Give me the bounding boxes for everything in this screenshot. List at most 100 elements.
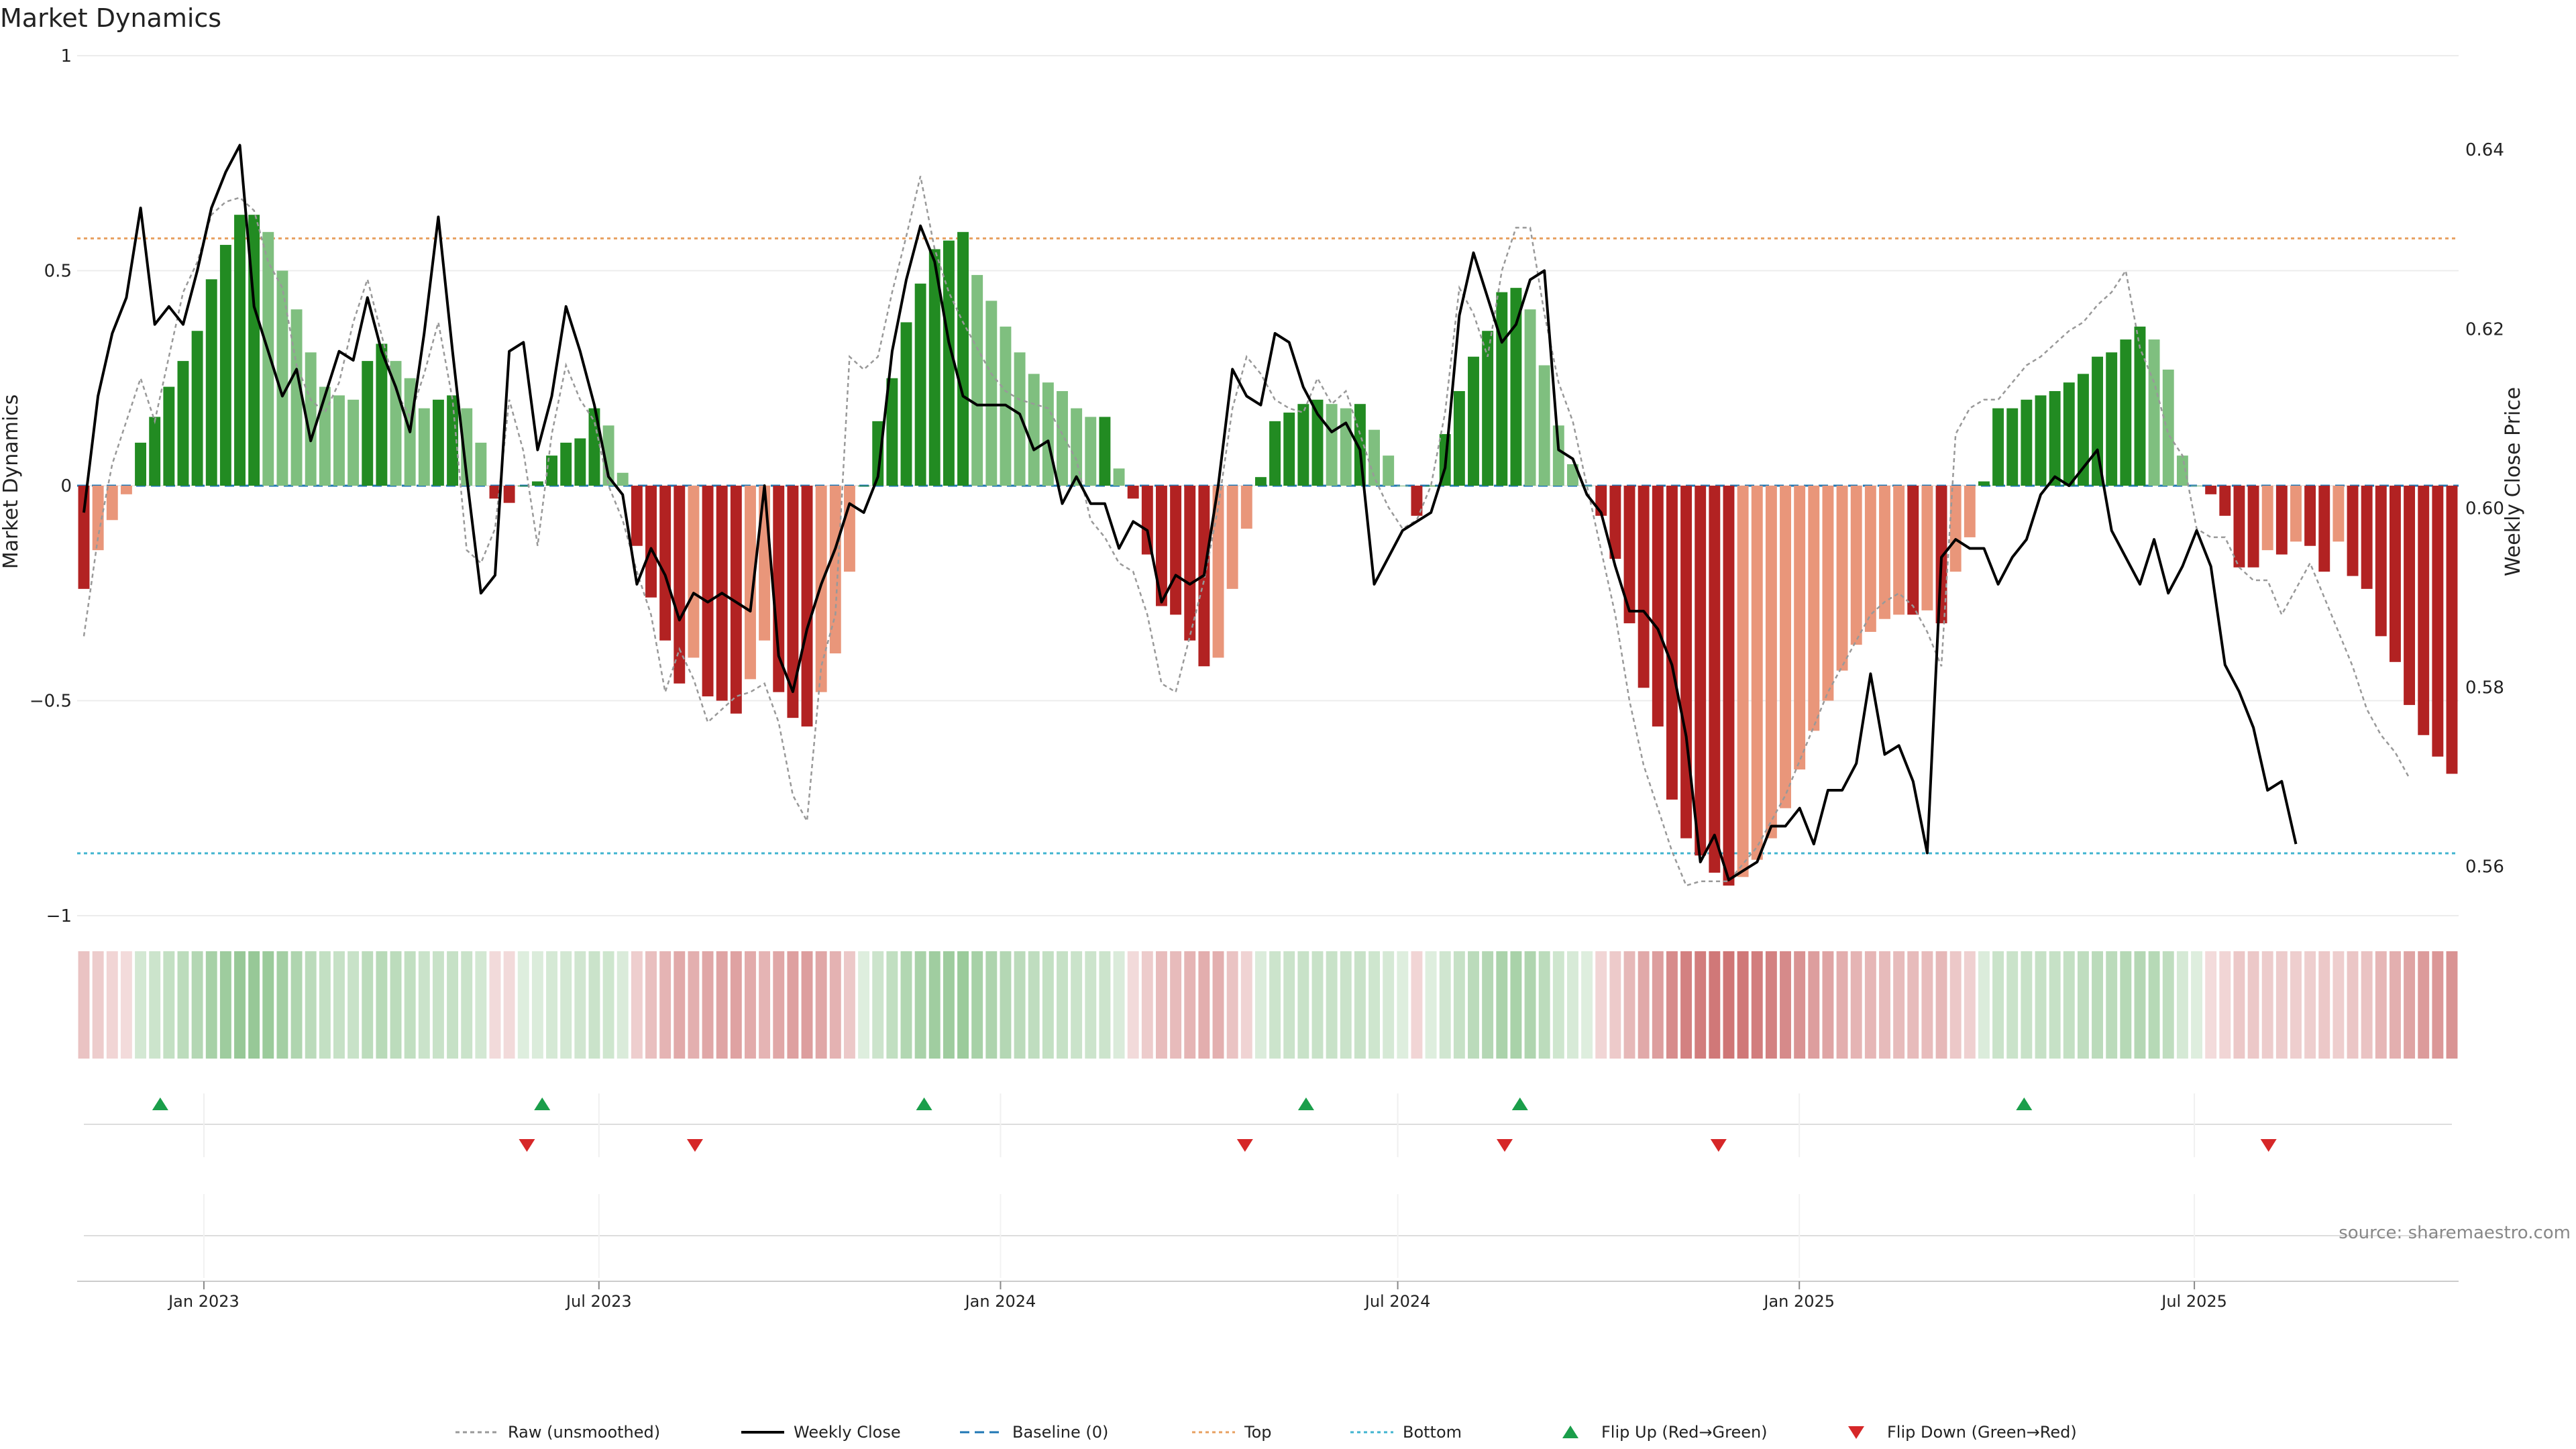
heat-cell-68 — [1042, 951, 1054, 1059]
heat-cell-23 — [404, 951, 416, 1059]
dynamics-bar-146 — [2148, 339, 2160, 486]
heat-cell-39 — [631, 951, 643, 1059]
left-y-axis: 1 0.5 0 −0.5 −1 — [30, 46, 72, 926]
heat-cell-44 — [702, 951, 714, 1059]
legend-label-5: Flip Up (Red→Green) — [1601, 1423, 1768, 1442]
heat-cell-139 — [2049, 951, 2061, 1059]
heat-cell-45 — [716, 951, 728, 1059]
heat-cell-31 — [517, 951, 529, 1059]
heat-cell-106 — [1581, 951, 1593, 1059]
heat-cell-117 — [1737, 951, 1749, 1059]
dynamics-bar-16 — [305, 352, 317, 486]
heat-cell-67 — [1028, 951, 1040, 1059]
flip-markers-panel — [84, 1093, 2452, 1157]
heat-cell-64 — [985, 951, 998, 1059]
legend-label-3: Top — [1244, 1423, 1272, 1442]
y2-tick-label-2: 0.60 — [2465, 498, 2504, 519]
dynamics-bar-139 — [2049, 390, 2061, 486]
dynamics-bar-115 — [1709, 486, 1721, 873]
heat-cell-17 — [319, 951, 331, 1059]
dynamics-bar-62 — [957, 231, 969, 486]
heat-cell-116 — [1723, 951, 1735, 1059]
dynamics-bar-159 — [2332, 486, 2345, 542]
heat-cell-92 — [1383, 951, 1395, 1059]
dynamics-bar-114 — [1695, 486, 1707, 856]
dynamics-bar-165 — [2418, 486, 2430, 735]
dynamics-bar-102 — [1524, 309, 1536, 486]
dynamics-bar-52 — [815, 486, 827, 692]
heat-cell-128 — [1893, 951, 1905, 1059]
main-gridlines — [77, 55, 2459, 916]
flip-up-marker-2 — [916, 1097, 932, 1110]
dynamics-bar-158 — [2318, 486, 2330, 572]
heat-cell-93 — [1397, 951, 1409, 1059]
heat-cell-125 — [1850, 951, 1862, 1059]
heat-cell-32 — [531, 951, 543, 1059]
heat-cell-36 — [588, 951, 600, 1059]
dynamics-bar-133 — [1964, 486, 1976, 537]
heat-cell-43 — [688, 951, 700, 1059]
heat-cell-10 — [219, 951, 231, 1059]
dynamics-bar-3 — [120, 486, 132, 494]
heat-cell-30 — [503, 951, 515, 1059]
dynamics-bar-74 — [1127, 486, 1139, 499]
dynamics-bar-127 — [1879, 486, 1890, 619]
y-tick-label-2: 0 — [60, 476, 72, 496]
heat-cell-122 — [1808, 951, 1820, 1059]
heat-cell-70 — [1071, 951, 1083, 1059]
dynamics-bar-167 — [2446, 486, 2458, 774]
y-tick-label-1: 0.5 — [44, 262, 72, 282]
dynamics-bar-151 — [2219, 486, 2231, 516]
dynamics-bar-56 — [872, 421, 884, 486]
dynamics-bar-51 — [801, 486, 813, 727]
heat-cell-148 — [2176, 951, 2188, 1059]
dynamics-bar-11 — [234, 215, 246, 486]
dynamics-bar-66 — [1014, 352, 1026, 486]
heat-cell-141 — [2077, 951, 2089, 1059]
dynamics-bar-25 — [432, 399, 444, 486]
dynamics-bar-44 — [702, 486, 714, 697]
heat-cell-37 — [602, 951, 614, 1059]
heat-cell-58 — [900, 951, 912, 1059]
heat-cell-85 — [1283, 951, 1295, 1059]
heat-cell-84 — [1269, 951, 1281, 1059]
heat-cell-8 — [191, 951, 203, 1059]
heat-cell-65 — [1000, 951, 1012, 1059]
dynamics-bar-57 — [886, 378, 898, 486]
flip-down-marker-3 — [1497, 1139, 1513, 1152]
heat-cell-72 — [1099, 951, 1111, 1059]
heat-cell-100 — [1496, 951, 1508, 1059]
flip-up-marker-0 — [152, 1097, 168, 1110]
dynamics-bar-161 — [2361, 486, 2373, 589]
heat-cell-158 — [2318, 951, 2330, 1059]
dynamics-bar-63 — [971, 274, 983, 486]
heat-cell-102 — [1524, 951, 1536, 1059]
dynamics-bar-36 — [588, 408, 600, 486]
heat-cell-38 — [616, 951, 629, 1059]
heat-cell-73 — [1113, 951, 1125, 1059]
heat-cell-59 — [914, 951, 926, 1059]
flip-up-marker-1 — [534, 1097, 551, 1110]
dynamics-bar-49 — [773, 486, 785, 692]
heat-cell-12 — [248, 951, 260, 1059]
dynamics-bar-101 — [1510, 288, 1522, 486]
heat-cell-145 — [2134, 951, 2146, 1059]
dynamics-heat-strip — [78, 951, 2458, 1059]
heat-cell-47 — [745, 951, 756, 1059]
heat-cell-105 — [1567, 951, 1578, 1059]
legend-label-2: Baseline (0) — [1012, 1423, 1108, 1442]
dynamics-bar-70 — [1071, 408, 1083, 486]
dynamics-bar-113 — [1680, 486, 1693, 839]
dynamics-bar-78 — [1184, 486, 1196, 641]
heat-cell-140 — [2063, 951, 2075, 1059]
heat-cell-133 — [1964, 951, 1976, 1059]
dynamics-bar-143 — [2106, 352, 2118, 486]
heat-cell-160 — [2347, 951, 2359, 1059]
heat-cell-80 — [1212, 951, 1224, 1059]
y-tick-label-3: −0.5 — [30, 692, 72, 712]
dynamics-bar-64 — [985, 301, 998, 486]
dynamics-bar-141 — [2077, 374, 2089, 486]
heat-cell-33 — [546, 951, 557, 1059]
dynamics-bar-92 — [1383, 455, 1395, 486]
